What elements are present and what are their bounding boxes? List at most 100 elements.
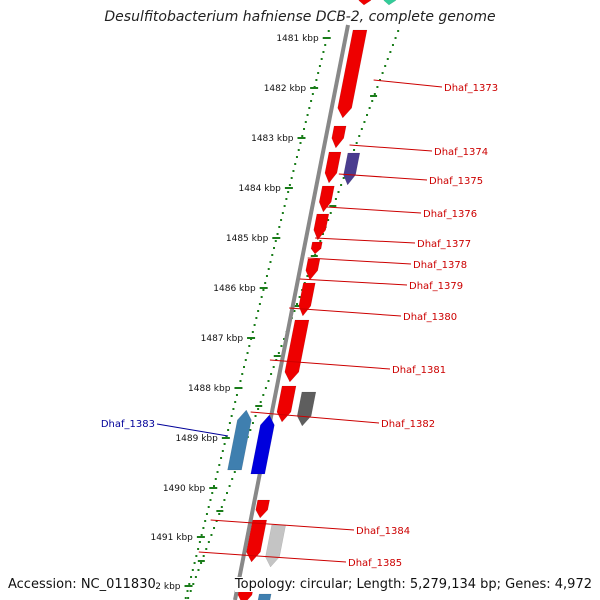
kbp-tick-mark bbox=[297, 137, 306, 139]
dot bbox=[366, 114, 369, 116]
gene-label: Dhaf_1378 bbox=[413, 260, 467, 271]
dot bbox=[299, 142, 302, 144]
kbp-tick-label: 1485 kbp bbox=[226, 234, 269, 244]
dot bbox=[355, 142, 358, 144]
label-leader-line bbox=[373, 79, 443, 88]
dot bbox=[294, 163, 297, 165]
dot bbox=[262, 289, 265, 291]
dot bbox=[264, 282, 267, 284]
dot bbox=[310, 100, 313, 102]
kbp-tick-mark bbox=[322, 37, 331, 39]
gene-arrow bbox=[265, 524, 287, 568]
kbp-tick-label: 1486 kbp bbox=[213, 284, 256, 294]
dot bbox=[246, 352, 249, 354]
dot bbox=[397, 30, 400, 32]
dot bbox=[228, 485, 231, 487]
label-leader-line bbox=[289, 307, 402, 317]
genome-title: Desulfitobacterium hafniense DCB-2, comp… bbox=[104, 9, 496, 25]
dot bbox=[273, 247, 276, 249]
kbp-tick-label: 1489 kbp bbox=[175, 434, 218, 444]
dot bbox=[329, 212, 332, 214]
dot bbox=[191, 569, 194, 571]
gene-arrow bbox=[255, 499, 270, 519]
dot bbox=[239, 380, 242, 382]
dot bbox=[283, 205, 286, 207]
dot bbox=[315, 79, 318, 81]
dot bbox=[267, 268, 270, 270]
dot bbox=[187, 597, 190, 599]
kbp-tick-label: 1481 kbp bbox=[276, 34, 319, 44]
gene-arrow bbox=[313, 213, 330, 241]
dot bbox=[216, 471, 219, 473]
backbone-line bbox=[233, 24, 350, 600]
tick-mark bbox=[329, 205, 337, 207]
dot bbox=[213, 527, 216, 529]
dot bbox=[281, 212, 284, 214]
dot bbox=[190, 576, 193, 578]
dot bbox=[324, 44, 327, 46]
gene-label: Dhaf_1373 bbox=[444, 83, 498, 94]
tick-mark bbox=[255, 405, 263, 407]
dot bbox=[296, 303, 299, 305]
dot bbox=[320, 58, 323, 60]
dot bbox=[270, 373, 273, 375]
gene-arrow bbox=[227, 409, 252, 471]
dot bbox=[342, 177, 345, 179]
dot bbox=[235, 394, 238, 396]
dot bbox=[248, 345, 251, 347]
kbp-tick-label: 1483 kbp bbox=[251, 134, 294, 144]
tick-mark bbox=[197, 560, 205, 562]
gene-arrow bbox=[276, 385, 297, 423]
dot bbox=[202, 527, 205, 529]
dot bbox=[317, 72, 320, 74]
gene-label: Dhaf_1380 bbox=[403, 312, 457, 323]
dot bbox=[218, 464, 221, 466]
tick-mark bbox=[292, 305, 300, 307]
topology-text: Topology: circular; Length: 5,279,134 bp… bbox=[234, 577, 592, 592]
dot bbox=[243, 366, 246, 368]
dot bbox=[381, 72, 384, 74]
dot bbox=[184, 597, 187, 599]
kbp-tick-label: 1484 kbp bbox=[238, 184, 281, 194]
dot bbox=[207, 506, 210, 508]
tick-mark bbox=[273, 355, 281, 357]
dot bbox=[363, 121, 366, 123]
label-leader-line bbox=[299, 278, 408, 286]
kbp-tick-label: 1488 kbp bbox=[188, 384, 231, 394]
tick-mark bbox=[370, 95, 378, 97]
dot bbox=[306, 275, 309, 277]
kbp-tick-label: 1490 kbp bbox=[163, 484, 206, 494]
dot bbox=[189, 590, 192, 592]
gene-arrow bbox=[337, 29, 368, 119]
dot bbox=[353, 149, 356, 151]
genome-backbone bbox=[233, 24, 350, 600]
dot bbox=[303, 128, 306, 130]
dot bbox=[258, 303, 261, 305]
dot bbox=[271, 254, 274, 256]
gene-arrow bbox=[257, 593, 272, 600]
gene-arrow bbox=[246, 519, 268, 563]
gene-arrow bbox=[310, 241, 323, 255]
kbp-tick-mark bbox=[247, 337, 256, 339]
dot bbox=[253, 324, 256, 326]
dot bbox=[220, 457, 223, 459]
kbp-tick-labels: 1481 kbp 1482 kbp 1483 kbp 1484 kbp 1485 kbp… bbox=[144, 34, 331, 592]
gene-arrow bbox=[343, 152, 361, 186]
dot bbox=[321, 233, 324, 235]
tick-mark bbox=[310, 255, 318, 257]
dot bbox=[227, 429, 230, 431]
dot bbox=[205, 513, 208, 515]
dot bbox=[301, 135, 304, 137]
dot bbox=[215, 520, 218, 522]
dot bbox=[262, 394, 265, 396]
dot bbox=[386, 58, 389, 60]
dot bbox=[295, 156, 298, 158]
dot bbox=[272, 366, 275, 368]
dot bbox=[389, 51, 392, 53]
gene-label: Dhaf_1375 bbox=[429, 176, 483, 187]
dot bbox=[306, 114, 309, 116]
kbp-tick-label: 492 kbp bbox=[144, 582, 181, 592]
dot bbox=[322, 51, 325, 53]
dot bbox=[244, 359, 247, 361]
